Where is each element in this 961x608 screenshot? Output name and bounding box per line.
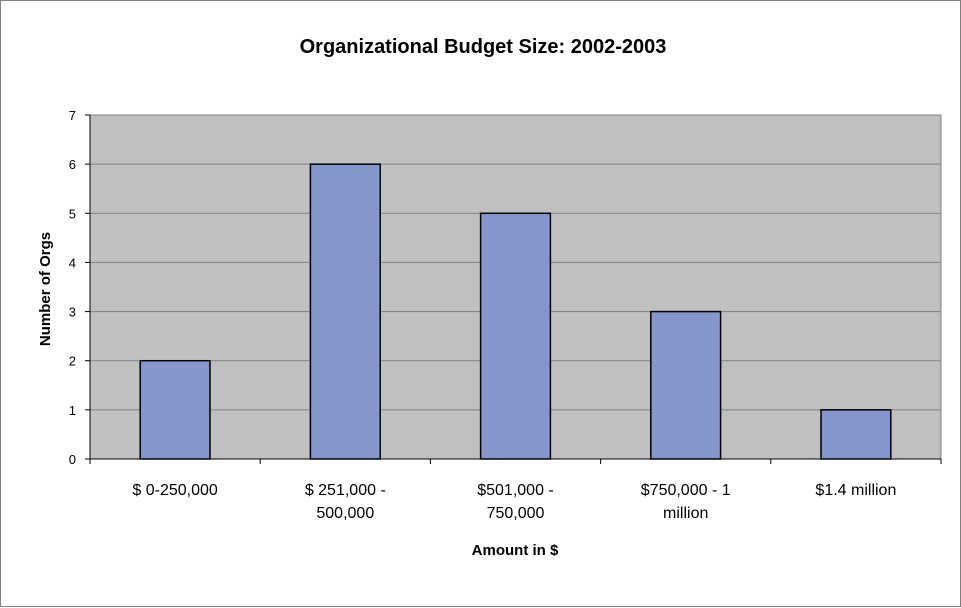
plot-area: 0 1 2 3 4 5 6 7 $ 0-250,000 $ 251,000 - 500,000 $50…	[69, 108, 942, 522]
y-tick-label: 0	[69, 452, 76, 467]
bar	[820, 409, 892, 460]
y-tick-label: 3	[69, 305, 76, 320]
x-category-label: $ 0-250,000	[132, 482, 218, 499]
bar	[650, 310, 722, 460]
chart-title: Organizational Budget Size: 2002-2003	[300, 36, 667, 58]
x-category-label: $750,000 - 1	[641, 482, 731, 499]
x-category-label: $501,000 -	[477, 482, 554, 499]
y-tick-label: 6	[69, 157, 76, 172]
x-category-label: million	[663, 505, 708, 522]
x-category-label: 750,000	[487, 505, 545, 522]
x-category-label: $1.4 million	[815, 482, 896, 499]
y-tick-label: 7	[69, 108, 76, 123]
y-tick-label: 5	[69, 206, 76, 221]
y-tick-label: 4	[69, 255, 76, 270]
y-axis-title: Number of Orgs	[37, 232, 54, 346]
x-axis-title: Amount in $	[472, 542, 559, 559]
x-category-label: $ 251,000 -	[305, 482, 386, 499]
y-tick-label: 1	[69, 403, 76, 418]
x-category-label: 500,000	[316, 505, 374, 522]
bar	[309, 163, 381, 460]
y-tick-label: 2	[69, 354, 76, 369]
bar	[139, 359, 211, 460]
bar	[479, 212, 552, 460]
